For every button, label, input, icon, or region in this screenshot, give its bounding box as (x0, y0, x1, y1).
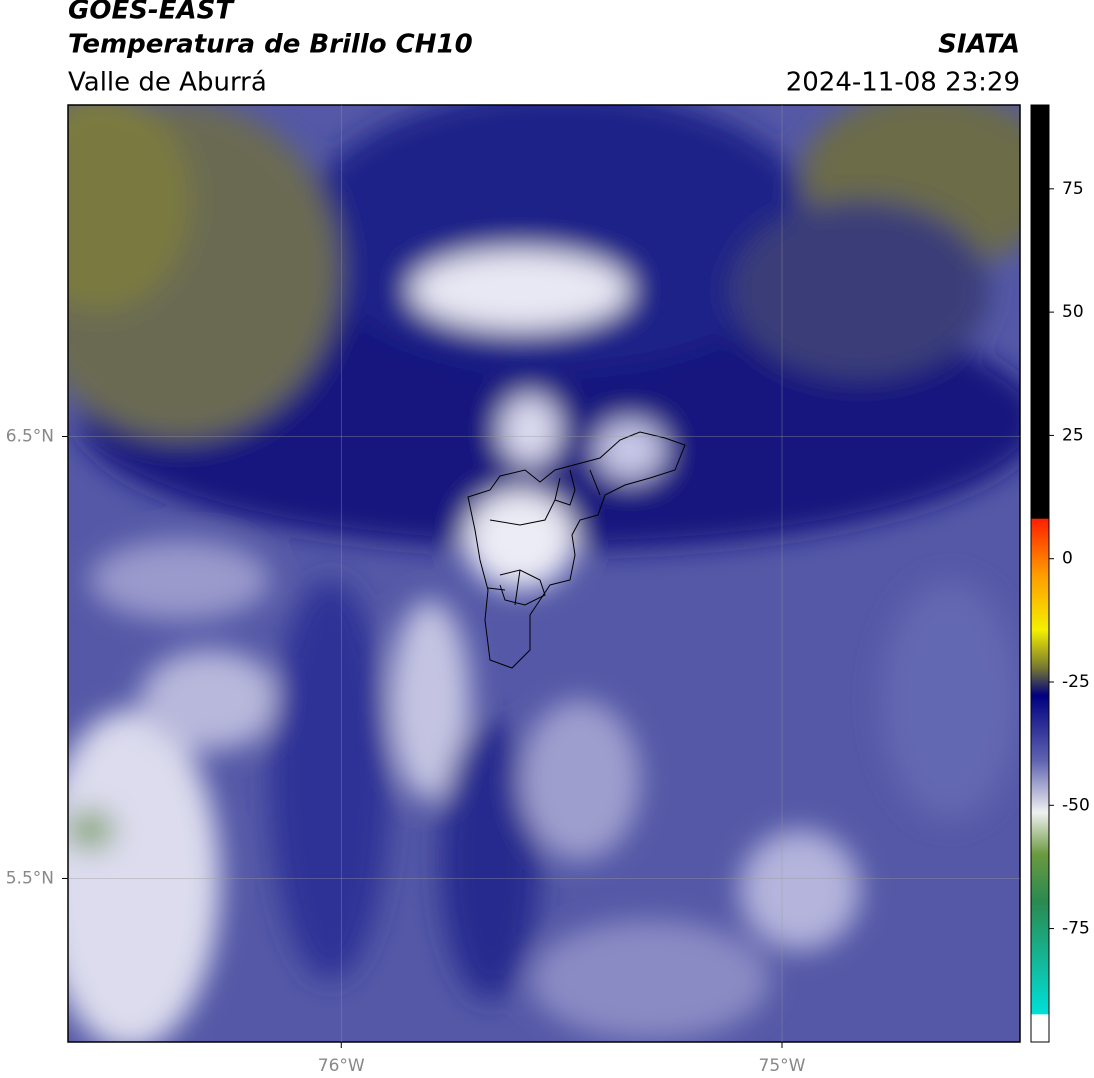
y-tick-label: 6.5°N (6, 426, 54, 446)
satellite-image (68, 105, 1020, 1042)
x-tick-label: 75°W (759, 1056, 806, 1076)
x-tick-label: 76°W (318, 1056, 365, 1076)
title: GOES-EAST (68, 0, 235, 26)
datetime: 2024-11-08 23:29 (786, 68, 1020, 98)
colorbar-tick-label: -50 (1062, 795, 1090, 815)
colorbar-tick-label: 25 (1062, 425, 1084, 445)
subtitle: Temperatura de Brillo CH10 (68, 30, 473, 60)
region: Valle de Aburrá (68, 68, 267, 98)
colorbar-tick-label: 75 (1062, 179, 1084, 199)
colorbar-tick-label: -75 (1062, 919, 1090, 939)
colorbar-tick-label: -25 (1062, 672, 1090, 692)
colorbar-tick-label: 50 (1062, 302, 1084, 322)
valle-aburra-outline (467, 431, 686, 669)
org: SIATA (938, 30, 1020, 60)
map-frame (67, 104, 1021, 1043)
y-tick-label: 5.5°N (6, 868, 54, 888)
colorbar-tick-label: 0 (1062, 549, 1073, 569)
colorbar (1030, 104, 1050, 1043)
